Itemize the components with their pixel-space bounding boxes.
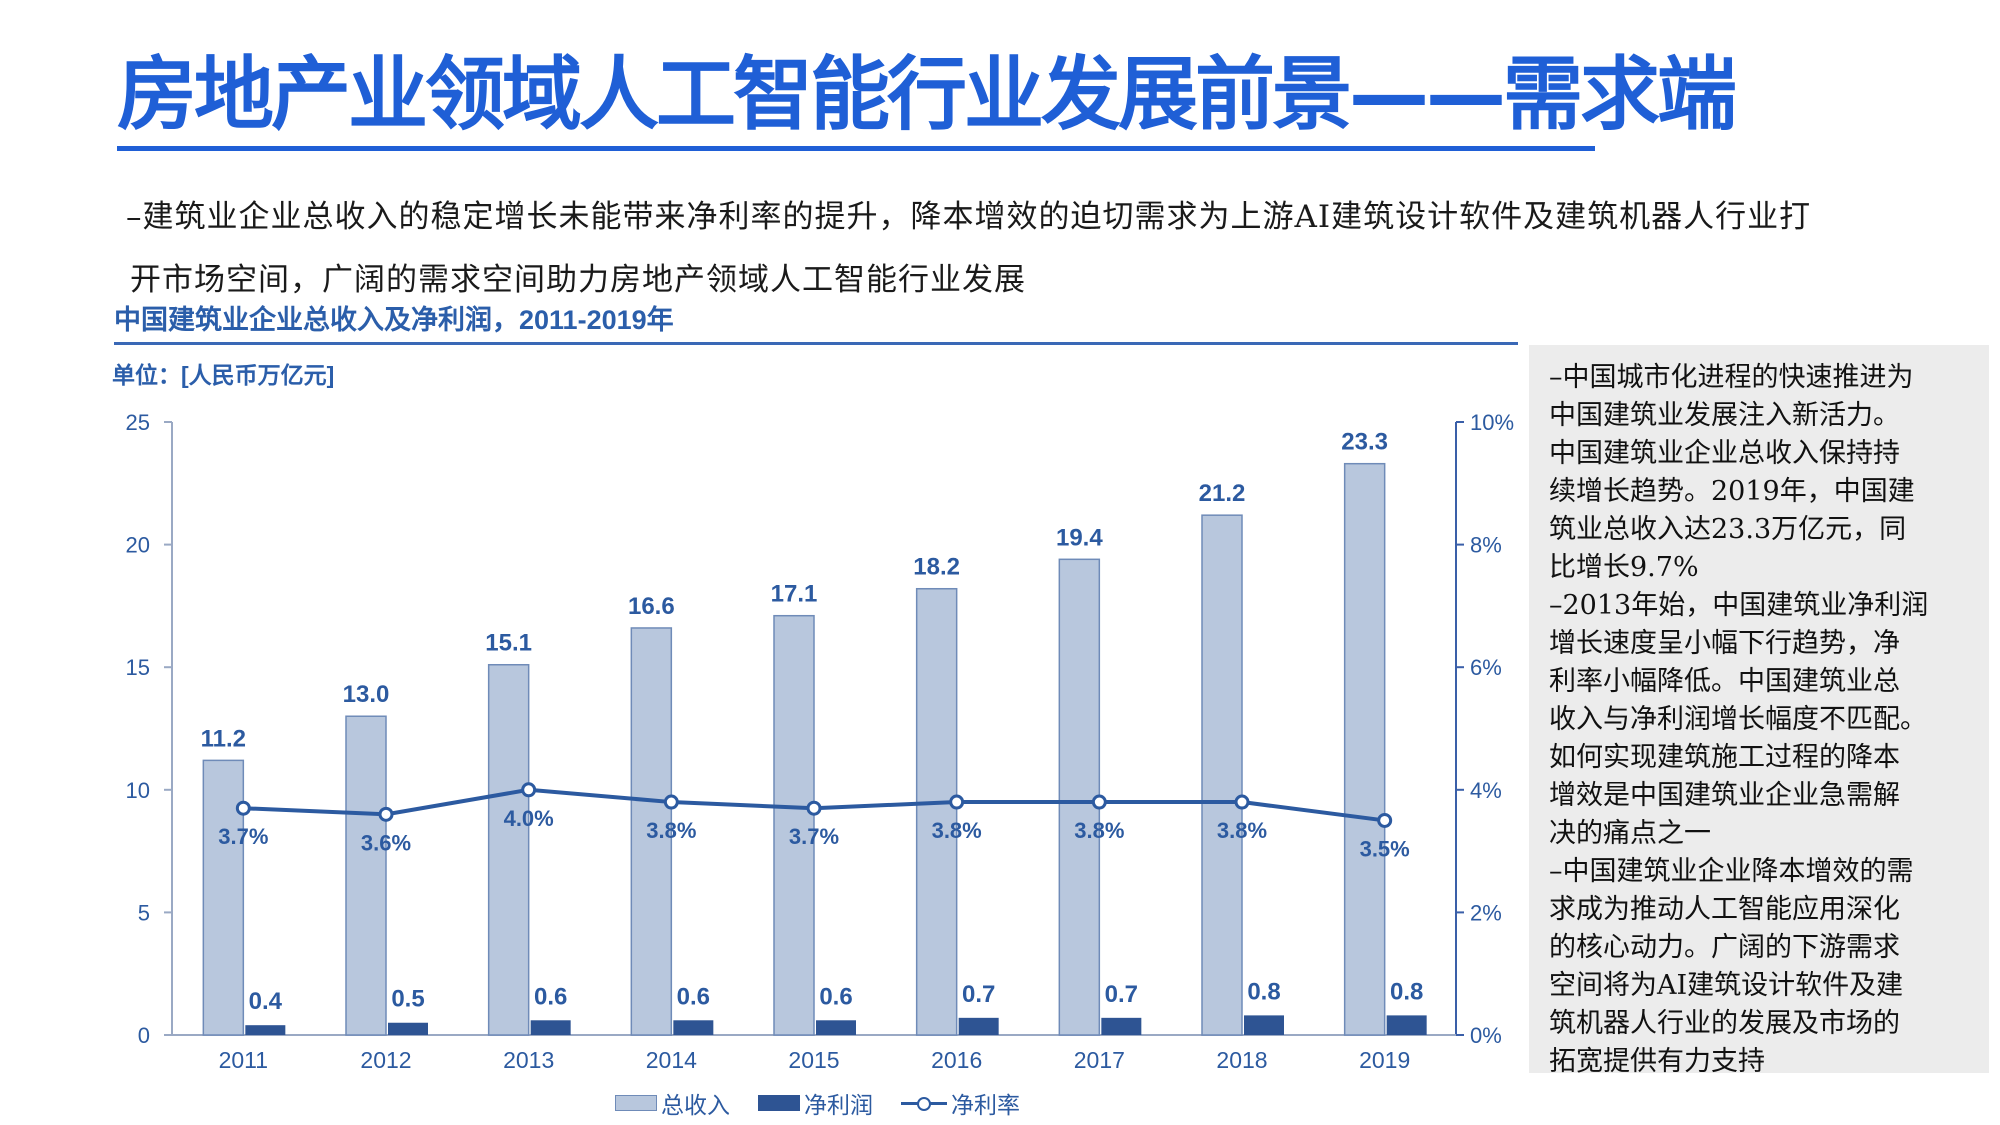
intro-line-1: –建筑业企业总收入的稳定增长未能带来净利率的提升，降本增效的迫切需求为上游AI建… <box>126 199 1812 235</box>
revenue-bar-label: 13.0 <box>343 681 390 708</box>
revenue-bar <box>345 715 387 1036</box>
net-margin-point <box>1234 794 1250 810</box>
net-margin-label: 3.6% <box>361 830 411 855</box>
profit-bar-label: 0.8 <box>1390 978 1423 1005</box>
net-margin-point <box>806 800 822 816</box>
revenue-bar-label: 18.2 <box>913 554 960 581</box>
revenue-bar <box>1201 514 1243 1036</box>
profit-bar-label: 0.6 <box>534 983 567 1010</box>
net-margin-label: 3.8% <box>1074 818 1124 843</box>
profit-bar-label: 0.6 <box>819 983 852 1010</box>
revenue-bar <box>630 627 673 1036</box>
net-margin-point <box>1377 812 1393 828</box>
x-axis-tick-label: 2013 <box>503 1047 554 1073</box>
title-underline <box>117 146 1595 151</box>
x-axis-tick-label: 2015 <box>788 1047 839 1073</box>
profit-bar <box>1386 1015 1427 1035</box>
revenue-bar-label: 16.6 <box>628 593 675 620</box>
chart-legend: 总收入 净利润 净利率 <box>615 1088 1048 1118</box>
net-margin-label: 3.7% <box>218 824 268 849</box>
net-margin-point <box>235 800 251 816</box>
legend-swatch-margin <box>901 1096 947 1111</box>
x-axis-tick-label: 2011 <box>219 1047 268 1073</box>
profit-bar <box>816 1020 856 1035</box>
right-axis-tick-label: 2% <box>1470 900 1502 925</box>
legend-swatch-profit <box>758 1095 800 1111</box>
revenue-profit-chart: 0 5 10 15 20 25 0% 2% 4% 6% 8% 10% 2011 11.2 0.4 2012 13… <box>126 410 1515 1073</box>
net-margin-label: 4.0% <box>504 806 554 831</box>
net-margin-label: 3.7% <box>789 824 839 849</box>
net-margin-point <box>378 806 394 822</box>
revenue-bar <box>915 587 958 1036</box>
x-axis-tick-label: 2018 <box>1216 1047 1267 1073</box>
left-axis-tick-label: 20 <box>126 533 150 558</box>
profit-bar-label: 0.7 <box>962 981 995 1008</box>
profit-bar <box>388 1022 428 1035</box>
legend-label-revenue: 总收入 <box>661 1092 730 1118</box>
page-title: 房地产业领域人工智能行业发展前景——需求端 <box>117 48 1737 141</box>
left-axis-tick-label: 5 <box>138 900 150 925</box>
right-axis-tick-label: 4% <box>1470 778 1502 803</box>
legend-label-margin: 净利率 <box>951 1092 1020 1118</box>
net-margin-label: 3.8% <box>646 818 696 843</box>
right-axis-tick-label: 8% <box>1470 533 1502 558</box>
x-axis-tick-label: 2019 <box>1359 1047 1410 1073</box>
revenue-bar-label: 21.2 <box>1199 480 1246 507</box>
revenue-bar <box>1343 462 1386 1036</box>
revenue-bar-label: 15.1 <box>485 630 532 657</box>
revenue-bar <box>773 614 815 1036</box>
net-margin-label: 3.5% <box>1360 836 1410 861</box>
chart-heading: 中国建筑业企业总收入及净利润，2011-2019年 <box>114 305 674 335</box>
net-margin-label: 3.8% <box>932 818 982 843</box>
legend-item-revenue: 总收入 <box>615 1086 730 1120</box>
revenue-bar-label: 11.2 <box>201 725 246 752</box>
profit-bar-label: 0.8 <box>1247 978 1280 1005</box>
legend-swatch-revenue <box>615 1095 657 1111</box>
profit-bar-label: 0.4 <box>249 988 283 1015</box>
legend-label-profit: 净利润 <box>804 1092 873 1118</box>
profit-bar <box>958 1017 999 1035</box>
right-axis-tick-label: 0% <box>1470 1023 1502 1048</box>
profit-bar <box>673 1020 714 1035</box>
profit-bar-label: 0.5 <box>391 986 424 1013</box>
legend-item-profit: 净利润 <box>758 1086 873 1120</box>
intro-line-2: 开市场空间，广阔的需求空间助力房地产领域人工智能行业发展 <box>130 262 1026 298</box>
net-margin-point <box>663 794 679 810</box>
left-axis-tick-label: 25 <box>126 410 150 435</box>
profit-bar-label: 0.7 <box>1105 981 1138 1008</box>
profit-bar <box>245 1025 286 1035</box>
side-commentary-box: –中国城市化进程的快速推进为 中国建筑业发展注入新活力。 中国建筑业企业总收入保… <box>1529 345 1989 1077</box>
x-axis-tick-label: 2014 <box>646 1047 697 1073</box>
profit-bar <box>1244 1015 1284 1035</box>
profit-bar <box>530 1020 571 1035</box>
revenue-bar <box>1058 558 1101 1036</box>
net-margin-point <box>521 782 537 798</box>
left-axis-tick-label: 15 <box>126 655 150 680</box>
net-margin-point <box>949 794 965 810</box>
left-axis-tick-label: 10 <box>126 778 150 803</box>
x-axis-tick-label: 2016 <box>931 1047 982 1073</box>
net-margin-label: 3.8% <box>1217 818 1267 843</box>
revenue-bar <box>487 663 530 1036</box>
left-axis-tick-label: 0 <box>138 1023 150 1048</box>
unit-label: 单位：[人民币万亿元] <box>112 362 335 388</box>
net-margin-point <box>1091 794 1107 810</box>
revenue-bar-label: 17.1 <box>771 581 818 608</box>
right-axis-tick-label: 6% <box>1470 655 1502 680</box>
legend-item-margin: 净利率 <box>901 1086 1020 1120</box>
intro-text: –建筑业企业总收入的稳定增长未能带来净利率的提升，降本增效的迫切需求为上游AI建… <box>126 186 1916 312</box>
revenue-bar-label: 19.4 <box>1056 524 1103 551</box>
revenue-bar <box>202 759 245 1036</box>
x-axis-tick-label: 2012 <box>360 1047 411 1073</box>
profit-bar-label: 0.6 <box>677 983 710 1010</box>
profit-bar <box>1101 1017 1142 1035</box>
right-axis-tick-label: 10% <box>1470 410 1514 435</box>
revenue-bar-label: 23.3 <box>1341 429 1388 456</box>
x-axis-tick-label: 2017 <box>1074 1047 1125 1073</box>
chart-heading-rule <box>114 342 1518 345</box>
side-commentary-text: –中国城市化进程的快速推进为 中国建筑业发展注入新活力。 中国建筑业企业总收入保… <box>1549 362 1929 1077</box>
